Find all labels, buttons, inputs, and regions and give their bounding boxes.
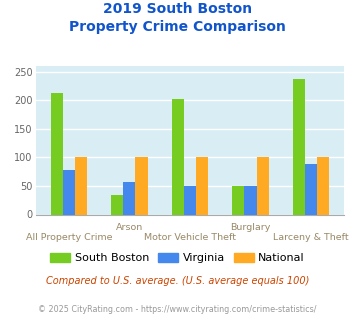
Text: Arson: Arson xyxy=(116,223,143,232)
Bar xyxy=(172,99,184,214)
Text: Larceny & Theft: Larceny & Theft xyxy=(273,233,349,242)
Bar xyxy=(111,194,123,214)
Bar xyxy=(257,157,269,214)
Bar xyxy=(232,186,245,215)
Bar xyxy=(293,79,305,214)
Bar xyxy=(135,157,148,214)
Bar xyxy=(51,93,63,214)
Text: Compared to U.S. average. (U.S. average equals 100): Compared to U.S. average. (U.S. average … xyxy=(46,276,309,285)
Bar xyxy=(317,157,329,214)
Bar xyxy=(184,186,196,215)
Bar xyxy=(63,170,75,215)
Bar xyxy=(245,186,257,215)
Bar xyxy=(123,182,135,214)
Text: All Property Crime: All Property Crime xyxy=(26,233,112,242)
Text: Motor Vehicle Theft: Motor Vehicle Theft xyxy=(144,233,236,242)
Text: © 2025 CityRating.com - https://www.cityrating.com/crime-statistics/: © 2025 CityRating.com - https://www.city… xyxy=(38,305,317,314)
Bar xyxy=(305,164,317,214)
Legend: South Boston, Virginia, National: South Boston, Virginia, National xyxy=(46,248,309,268)
Text: Property Crime Comparison: Property Crime Comparison xyxy=(69,20,286,34)
Text: 2019 South Boston: 2019 South Boston xyxy=(103,2,252,16)
Bar xyxy=(196,157,208,214)
Bar xyxy=(75,157,87,214)
Text: Burglary: Burglary xyxy=(230,223,271,232)
